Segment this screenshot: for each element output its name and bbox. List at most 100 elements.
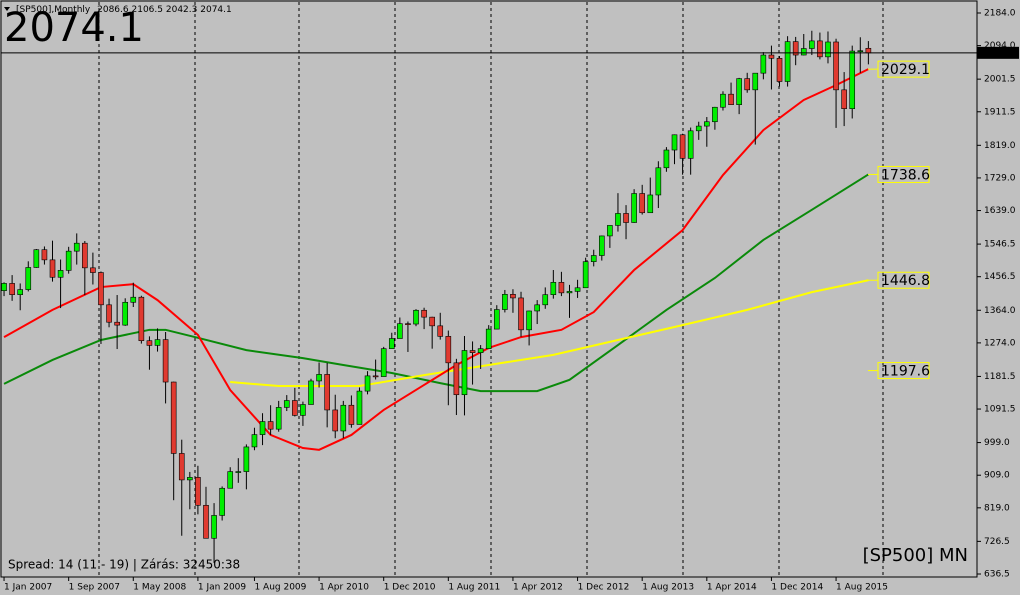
symbol-title: [SP500],Monthly — [16, 5, 91, 15]
y-tick-label: 1274.0 — [984, 338, 1016, 348]
candle-body — [243, 446, 250, 472]
candle-body — [833, 41, 839, 91]
y-tick-label: 636.5 — [984, 569, 1010, 579]
candle-body — [720, 93, 726, 108]
x-tick-label: 1 Dec 2012 — [578, 583, 630, 593]
candle-body — [300, 404, 306, 416]
candle-body — [510, 294, 516, 299]
candle-body — [98, 272, 104, 306]
x-tick-label: 1 Jan 2009 — [198, 583, 246, 593]
price-label: 1197.6 — [881, 364, 930, 380]
y-tick-label: 2184.0 — [984, 8, 1016, 18]
y-tick-label: 1091.5 — [984, 405, 1016, 415]
candle-body — [195, 477, 201, 506]
candle-body — [623, 213, 629, 223]
candle-body — [768, 54, 775, 59]
y-tick-label: 1911.5 — [984, 107, 1016, 117]
candle-body — [485, 328, 492, 349]
x-tick-label: 1 Apr 2012 — [513, 583, 563, 593]
symbol-period: [SP500] MN — [863, 545, 968, 566]
candle-body — [526, 310, 532, 331]
y-tick-label: 1364.0 — [984, 306, 1016, 316]
candle-body — [65, 250, 72, 271]
candle-body — [49, 259, 56, 278]
candle-body — [154, 339, 161, 346]
candle-body — [41, 249, 48, 261]
candle-body — [817, 40, 823, 58]
candle-body — [170, 381, 177, 454]
candle-body — [275, 407, 282, 430]
candle-body — [429, 316, 435, 327]
price-label: 2029.1 — [881, 62, 930, 78]
candle-body — [437, 325, 444, 337]
candle-body — [211, 515, 217, 539]
candle-body — [647, 194, 654, 214]
candle-body — [800, 48, 807, 56]
y-tick-label: 1729.0 — [984, 173, 1016, 183]
candle-body — [639, 193, 645, 214]
candle-body — [1, 283, 7, 291]
candle-body — [364, 375, 371, 392]
candle-body — [308, 380, 314, 405]
candle-body — [267, 421, 274, 430]
candle-body — [453, 362, 460, 396]
candle-body — [219, 487, 225, 516]
candle-body — [388, 338, 395, 349]
candle-body — [671, 134, 678, 151]
candle-body — [502, 294, 508, 310]
candle-body — [631, 193, 637, 223]
candle-body — [348, 404, 355, 425]
candle-body — [380, 348, 387, 377]
candle-body — [340, 404, 347, 432]
price-box-label: 2074.1 — [981, 48, 1013, 58]
candle-body — [73, 242, 80, 252]
candle-body — [372, 375, 379, 378]
candle-body — [203, 504, 209, 539]
candle-body — [138, 296, 145, 342]
candle-body — [405, 323, 411, 325]
price-box — [977, 46, 1019, 59]
ohlc-low: 2042.3 — [166, 5, 198, 15]
x-tick-label: 1 Dec 2010 — [384, 583, 436, 593]
y-tick-label: 2094.0 — [984, 41, 1016, 51]
candle-body — [655, 167, 662, 196]
x-tick-label: 1 Apr 2014 — [707, 583, 757, 593]
price-label-box — [877, 165, 930, 183]
y-tick-label: 1546.5 — [984, 240, 1016, 250]
candle-body — [356, 390, 363, 425]
candle-body — [744, 78, 751, 91]
x-tick-label: 1 Aug 2013 — [642, 583, 694, 593]
candle-body — [695, 125, 702, 132]
ohlc-open: 2086.6 — [97, 5, 129, 15]
candle-body — [607, 225, 613, 237]
candle-body — [9, 283, 15, 295]
candle-body — [679, 134, 686, 159]
candle-body — [469, 350, 476, 353]
candle-body — [25, 267, 32, 290]
x-tick-label: 1 May 2008 — [133, 583, 186, 593]
candle-body — [82, 242, 88, 269]
price-label-box — [877, 362, 930, 380]
x-tick-label: 1 Dec 2014 — [771, 583, 823, 593]
candle-body — [57, 270, 64, 278]
candle-body — [235, 471, 242, 473]
menu-arrow[interactable] — [4, 7, 10, 11]
candle-body — [712, 106, 718, 123]
candle-body — [397, 323, 403, 339]
candle-body — [849, 50, 856, 109]
x-tick-label: 1 Sep 2007 — [69, 583, 120, 593]
last-price-big: 2074.1 — [4, 5, 144, 51]
candle-body — [542, 294, 549, 306]
candle-body — [477, 348, 484, 353]
candle-body — [316, 374, 322, 382]
candle-body — [324, 374, 330, 411]
header: [SP500],Monthly 2086.6 2106.5 2042.3 207… — [16, 5, 232, 15]
ohlc-close: 2074.1 — [200, 5, 232, 15]
candle-body — [728, 93, 734, 106]
y-tick-label: 2001.5 — [984, 75, 1016, 85]
candle-body — [558, 282, 565, 294]
y-tick-label: 999.0 — [984, 438, 1010, 448]
plot — [1, 30, 872, 563]
